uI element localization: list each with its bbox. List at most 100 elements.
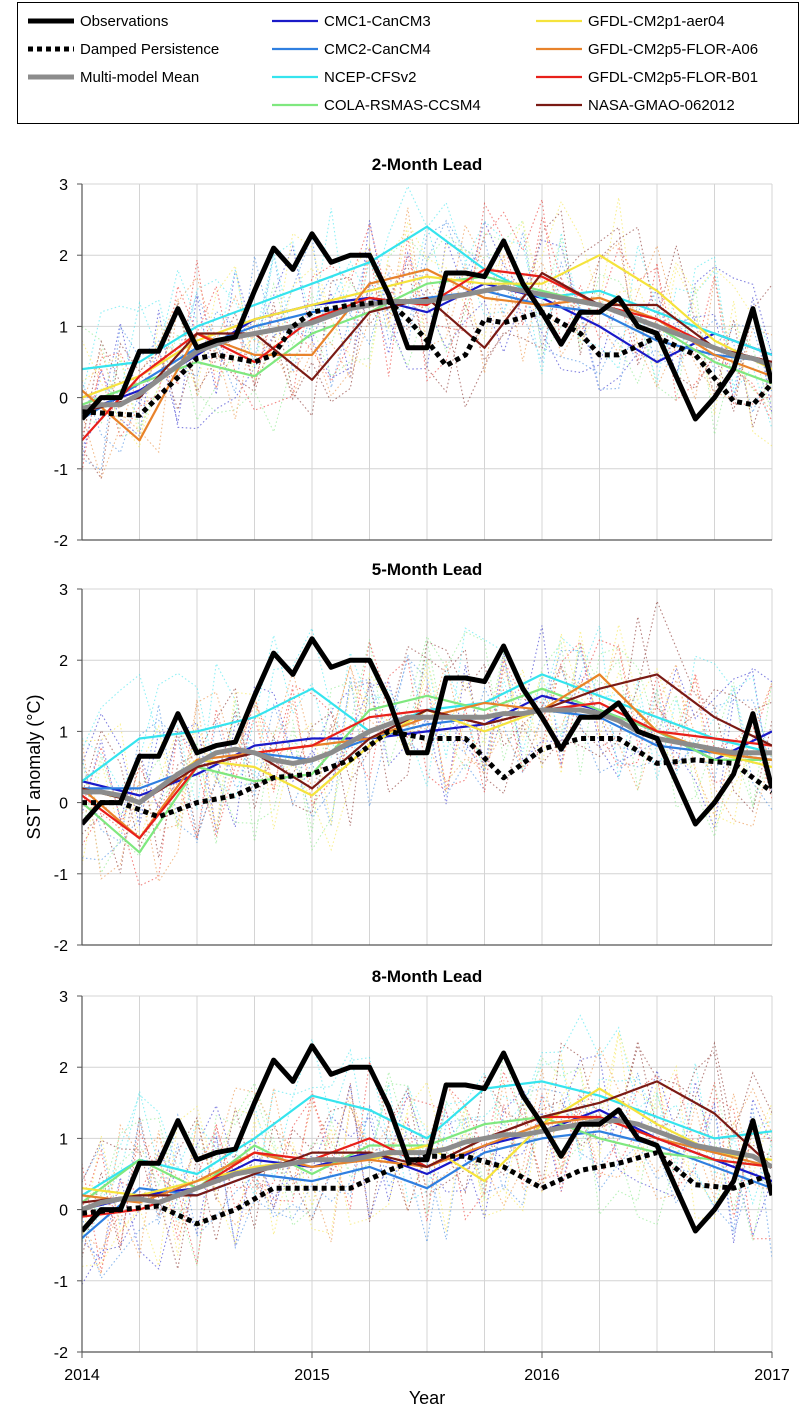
y-tick-label: 0	[59, 796, 68, 813]
panel-title: 2-Month Lead	[372, 155, 483, 174]
ensemble-trace-ncep-cfsv2	[82, 1048, 772, 1243]
legend-item-observations: Observations	[26, 9, 168, 33]
y-tick-label: 3	[59, 989, 68, 1006]
series-line-observations	[82, 636, 772, 827]
y-tick-label: -2	[54, 1345, 68, 1362]
legend-swatch	[536, 47, 582, 51]
legend-item-cmc1-cancm3: CMC1-CanCM3	[270, 9, 431, 33]
series-lines	[82, 636, 772, 854]
legend-item-damped-persistence: Damped Persistence	[26, 37, 219, 61]
y-tick-label: 1	[59, 724, 68, 741]
ensemble-trace-nasa-gmao-062012	[82, 616, 772, 850]
legend-swatch	[28, 18, 74, 24]
legend-item-gfdl-cm2p5-flor-a06: GFDL-CM2p5-FLOR-A06	[534, 37, 758, 61]
x-tick-label: 2014	[64, 1367, 100, 1384]
series-lines	[82, 1043, 772, 1239]
ensemble-trace-cmc2-cancm4	[82, 219, 772, 472]
legend-item-cola-rsmas-ccsm4: COLA-RSMAS-CCSM4	[270, 93, 481, 117]
legend-swatch	[536, 103, 582, 107]
panel-title: 8-Month Lead	[372, 967, 483, 986]
series-line-cmc1-cancm3	[82, 282, 772, 413]
legend-swatch	[536, 19, 582, 23]
ensemble-trace-gfdl-cm2p1-aer04	[82, 624, 772, 866]
series-line-multi-model-mean	[82, 284, 772, 411]
legend: Observations Damped Persistence Multi-mode…	[17, 2, 799, 124]
legend-item-gfdl-cm2p5-flor-b01: GFDL-CM2p5-FLOR-B01	[534, 65, 758, 89]
y-tick-label: 1	[59, 319, 68, 336]
legend-swatch	[272, 103, 318, 107]
panel-5-month-lead: 5-Month Lead -2 -1 0 1 2 3	[54, 560, 773, 955]
ensemble-trace-cmc1-cancm3	[82, 219, 772, 460]
legend-item-cmc2-cancm4: CMC2-CanCM4	[270, 37, 431, 61]
panel-2-month-lead: 2-Month Lead -2 -1 0 1 2 3	[54, 155, 773, 550]
y-tick-label: -1	[54, 462, 68, 479]
y-tick-label: -1	[54, 1274, 68, 1291]
legend-label: GFDL-CM2p5-FLOR-B01	[588, 68, 759, 86]
legend-label: Multi-model Mean	[80, 68, 200, 86]
ensemble-trace-gfdl-cm2p5-flor-b01	[82, 199, 772, 472]
y-tick-label: 3	[59, 177, 68, 194]
ensemble-trace-ncep-cfsv2	[82, 626, 772, 810]
legend-item-ncep-cfsv2: NCEP-CFSv2	[270, 65, 417, 89]
ensemble-trace-gfdl-cm2p1-aer04	[82, 220, 772, 440]
legend-label: Observations	[80, 12, 169, 30]
ensemble-trace-cola-rsmas-ccsm4	[82, 1052, 772, 1266]
x-tick-label: 2015	[294, 1367, 330, 1384]
ensemble-trace-nasa-gmao-062012	[82, 1041, 772, 1270]
legend-item-multi-model-mean: Multi-model Mean	[26, 65, 199, 89]
series-line-nasa-gmao-062012	[82, 1080, 772, 1204]
ensemble-trace-cmc2-cancm4	[82, 649, 772, 843]
x-axis-label: Year	[409, 1388, 445, 1408]
legend-label: COLA-RSMAS-CCSM4	[324, 96, 481, 114]
series-line-observations	[82, 1043, 772, 1234]
y-tick-label: 2	[59, 248, 68, 265]
y-tick-label: 2	[59, 1060, 68, 1077]
y-tick-label: 2	[59, 653, 68, 670]
legend-label: CMC2-CanCM4	[324, 40, 431, 58]
ensemble-trace-gfdl-cm2p5-flor-a06	[82, 664, 772, 880]
legend-swatch	[28, 74, 74, 80]
series-line-nasa-gmao-062012	[82, 673, 772, 804]
legend-label: GFDL-CM2p1-aer04	[588, 12, 725, 30]
series-line-gfdl-cm2p1-aer04	[82, 254, 772, 399]
series-line-damped-persistence	[82, 728, 772, 820]
y-axis-label: SST anomaly (°C)	[24, 695, 44, 840]
ensemble-trace-cola-rsmas-ccsm4	[82, 234, 772, 438]
y-tick-label: -2	[54, 533, 68, 550]
panel-title: 5-Month Lead	[372, 560, 483, 579]
legend-swatch	[272, 47, 318, 51]
legend-swatch	[536, 75, 582, 79]
legend-swatch	[28, 46, 74, 52]
legend-label: NCEP-CFSv2	[324, 68, 417, 86]
series-line-ncep-cfsv2	[82, 1080, 772, 1197]
panel-8-month-lead: 8-Month Lead -2 -1 0 1 2 3	[54, 967, 773, 1362]
legend-label: CMC1-CanCM3	[324, 12, 431, 30]
legend-item-gfdl-cm2p1-aer04: GFDL-CM2p1-aer04	[534, 9, 725, 33]
y-tick-label: 3	[59, 582, 68, 599]
ensemble-trace-gfdl-cm2p1-aer04	[82, 1032, 772, 1266]
ensemble-trace-gfdl-cm2p5-flor-b01	[82, 1069, 772, 1265]
ensemble-trace-gfdl-cm2p1-aer04	[82, 1032, 772, 1267]
series-line-observations	[82, 231, 772, 422]
ensemble-trace-gfdl-cm2p5-flor-a06	[82, 1080, 772, 1277]
y-tick-label: 1	[59, 1131, 68, 1148]
series-line-nasa-gmao-062012	[82, 271, 772, 413]
legend-item-nasa-gmao-062012: NASA-GMAO-062012	[534, 93, 735, 117]
x-tick-label: 2017	[754, 1367, 790, 1384]
legend-label: GFDL-CM2p5-FLOR-A06	[588, 40, 759, 58]
y-tick-label: 0	[59, 391, 68, 408]
series-line-ncep-cfsv2	[82, 225, 772, 371]
series-line-damped-persistence	[82, 299, 772, 418]
legend-swatch	[272, 19, 318, 23]
ensemble-trace-nasa-gmao-062012	[82, 210, 772, 445]
series-lines	[82, 225, 772, 442]
legend-label: Damped Persistence	[80, 40, 220, 58]
x-tick-label: 2016	[524, 1367, 560, 1384]
legend-label: NASA-GMAO-062012	[588, 96, 735, 114]
ensemble-trace-ncep-cfsv2	[82, 1014, 772, 1241]
legend-swatch	[272, 75, 318, 79]
y-tick-label: 0	[59, 1203, 68, 1220]
ensemble-trace-cmc1-cancm3	[82, 1068, 772, 1285]
y-tick-label: -1	[54, 867, 68, 884]
